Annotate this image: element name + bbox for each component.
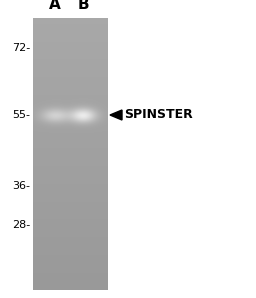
Text: 55-: 55- [12, 110, 30, 120]
Text: 72-: 72- [12, 43, 30, 53]
Text: © ProSci Inc.: © ProSci Inc. [40, 169, 97, 204]
Text: 36-: 36- [12, 181, 30, 191]
Text: 28-: 28- [12, 220, 30, 230]
Text: B: B [77, 0, 89, 12]
Text: A: A [49, 0, 61, 12]
Polygon shape [110, 110, 122, 120]
Text: SPINSTER: SPINSTER [124, 108, 193, 122]
